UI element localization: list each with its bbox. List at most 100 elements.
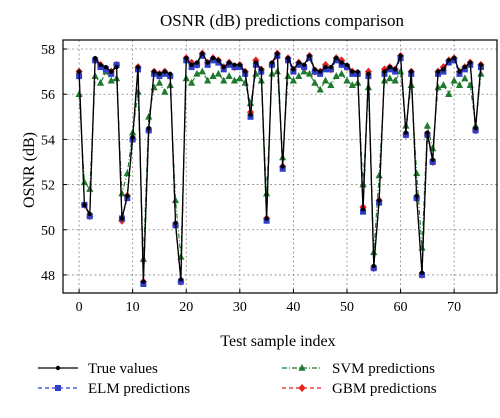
data-point xyxy=(409,69,414,74)
data-point xyxy=(161,70,168,77)
data-point xyxy=(461,74,469,82)
data-point xyxy=(96,78,105,86)
data-point xyxy=(236,74,244,82)
data-point xyxy=(386,66,393,73)
data-point xyxy=(226,61,233,68)
data-point xyxy=(119,216,125,221)
data-point xyxy=(334,55,339,61)
data-point xyxy=(263,217,270,224)
x-tick-label: 70 xyxy=(447,300,461,315)
data-point xyxy=(92,55,98,61)
data-point xyxy=(232,62,237,68)
data-point xyxy=(242,69,248,74)
data-point xyxy=(348,81,356,88)
data-point xyxy=(273,67,281,75)
data-point xyxy=(398,53,403,59)
data-point xyxy=(425,130,430,135)
data-point xyxy=(162,69,168,74)
data-point xyxy=(151,69,157,74)
data-point xyxy=(451,57,458,64)
data-point xyxy=(198,67,206,75)
x-tick-label: 0 xyxy=(76,300,83,315)
data-point xyxy=(205,60,210,65)
legend-item-gbm-predictions: GBM predictions xyxy=(282,381,437,397)
data-point xyxy=(237,62,243,68)
legend-item-elm-predictions: ELM predictions xyxy=(38,381,190,397)
data-point xyxy=(301,64,308,71)
data-point xyxy=(146,125,151,131)
data-point xyxy=(451,55,457,61)
data-point xyxy=(321,76,330,84)
data-point xyxy=(280,164,285,169)
data-point xyxy=(187,78,196,86)
data-point xyxy=(295,61,302,68)
data-point xyxy=(343,64,350,71)
legend-marker xyxy=(55,385,61,391)
data-point xyxy=(307,53,312,59)
data-point xyxy=(284,72,292,79)
data-point xyxy=(392,67,398,72)
y-tick-label: 50 xyxy=(41,224,55,239)
plot-frame xyxy=(62,39,498,294)
data-point xyxy=(387,64,393,70)
data-point xyxy=(178,277,184,282)
data-point xyxy=(375,171,383,179)
data-point xyxy=(439,81,448,88)
data-point xyxy=(113,61,120,68)
data-point xyxy=(419,270,425,275)
data-point xyxy=(236,64,243,71)
data-point xyxy=(332,72,340,79)
data-point xyxy=(253,60,259,65)
data-point xyxy=(264,216,269,221)
data-point xyxy=(279,165,286,172)
data-point xyxy=(445,90,453,98)
data-point xyxy=(414,193,419,199)
data-point xyxy=(188,64,195,71)
data-point xyxy=(200,51,205,56)
x-tick-label: 10 xyxy=(126,300,140,315)
data-point xyxy=(171,196,180,204)
data-point xyxy=(86,213,93,220)
data-point xyxy=(109,69,114,74)
data-point xyxy=(114,64,119,70)
data-point xyxy=(435,69,441,74)
data-point xyxy=(386,74,394,82)
data-point xyxy=(247,113,254,120)
x-tick-label: 30 xyxy=(233,300,247,315)
data-point xyxy=(259,67,264,72)
data-point xyxy=(290,68,297,75)
data-point xyxy=(391,76,399,84)
data-point xyxy=(366,71,371,77)
data-point xyxy=(296,60,301,65)
data-point xyxy=(338,61,345,68)
data-point xyxy=(103,64,109,70)
data-point xyxy=(311,78,319,86)
data-point xyxy=(86,185,94,192)
data-point xyxy=(423,121,431,129)
series-true-values xyxy=(76,51,484,284)
data-point xyxy=(392,68,399,75)
y-tick-label: 52 xyxy=(41,179,55,194)
data-point xyxy=(380,65,389,74)
data-point xyxy=(82,202,87,208)
data-point xyxy=(316,85,324,93)
y-tick-label: 48 xyxy=(41,269,55,284)
data-point xyxy=(413,169,421,177)
data-point xyxy=(155,78,164,86)
legend-marker xyxy=(298,364,306,371)
data-point xyxy=(450,76,458,84)
data-point xyxy=(285,55,291,61)
data-point xyxy=(102,66,109,73)
data-point xyxy=(468,60,473,65)
data-point xyxy=(210,55,216,61)
data-point xyxy=(140,280,147,287)
data-point xyxy=(430,157,435,162)
data-point xyxy=(382,69,387,74)
data-point xyxy=(312,67,318,72)
data-point xyxy=(118,189,126,197)
data-point xyxy=(429,158,436,165)
data-point xyxy=(215,59,222,66)
data-point xyxy=(305,69,314,77)
data-point xyxy=(328,64,334,70)
y-tick-label: 56 xyxy=(41,88,55,103)
